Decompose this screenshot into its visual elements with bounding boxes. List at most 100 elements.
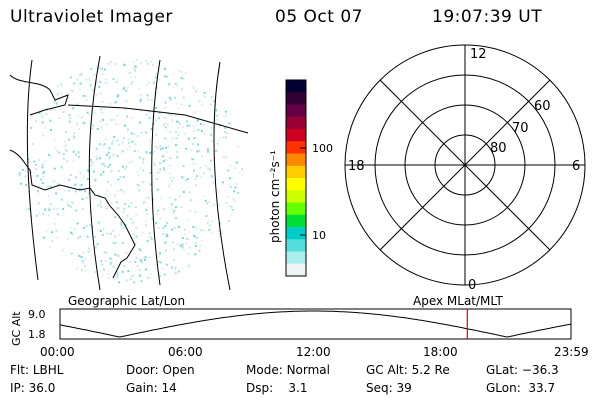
uv-pixel: [136, 150, 139, 153]
uv-pixel: [229, 164, 232, 167]
uv-pixel: [149, 60, 152, 63]
uv-pixel: [90, 161, 93, 164]
uv-pixel: [66, 237, 69, 240]
uv-pixel: [42, 213, 45, 216]
colorbar-stripe: [286, 251, 306, 265]
uv-pixel: [99, 201, 102, 204]
uv-pixel: [89, 249, 92, 252]
colorbar-tick-label: 10: [312, 229, 326, 242]
uv-pixel: [82, 94, 85, 97]
uv-pixel: [106, 82, 109, 84]
uv-pixel: [157, 188, 160, 191]
uv-pixel: [150, 99, 153, 102]
uv-pixel: [30, 170, 33, 173]
uv-pixel: [174, 131, 177, 133]
uv-pixel: [219, 222, 222, 225]
uv-pixel: [89, 84, 92, 87]
uv-pixel: [187, 252, 190, 255]
uv-pixel: [127, 128, 129, 131]
uv-pixel: [124, 224, 127, 226]
uv-pixel: [130, 82, 133, 85]
uv-pixel: [75, 267, 78, 270]
uv-pixel: [221, 232, 224, 235]
uv-pixel: [178, 225, 180, 228]
boundary-line: [67, 104, 249, 134]
uv-pixel: [77, 115, 80, 118]
uv-pixel: [74, 153, 77, 156]
uv-pixel: [172, 73, 175, 76]
uv-pixel: [138, 268, 141, 271]
uv-pixel: [150, 273, 153, 276]
uv-pixel: [41, 121, 44, 124]
uv-pixel: [58, 151, 61, 154]
uv-pixel: [28, 208, 31, 211]
uv-pixel: [107, 269, 110, 272]
uv-pixel: [164, 126, 167, 129]
uv-pixel: [192, 225, 195, 228]
uv-pixel: [105, 207, 108, 210]
uv-pixel: [62, 152, 65, 155]
uv-pixel: [105, 78, 108, 81]
uv-pixel: [74, 183, 77, 186]
uv-pixel: [196, 150, 199, 153]
uv-pixel: [79, 235, 82, 238]
uv-pixel: [44, 208, 47, 211]
uv-pixel: [172, 211, 175, 214]
uv-pixel: [146, 98, 149, 101]
uv-pixel: [139, 94, 142, 96]
uv-pixel: [134, 143, 137, 146]
uv-pixel: [165, 158, 168, 161]
uv-pixel: [100, 163, 103, 166]
uv-pixel: [159, 148, 162, 151]
uv-pixel: [126, 148, 129, 151]
uv-pixel: [164, 75, 167, 78]
uv-pixel: [85, 78, 88, 81]
uv-pixel: [169, 176, 172, 179]
uv-pixel: [187, 230, 190, 233]
uv-pixel: [139, 98, 142, 101]
colorbar-stripe: [286, 80, 306, 93]
uv-pixel: [184, 233, 187, 236]
uv-pixel: [159, 275, 162, 278]
uv-pixel: [63, 140, 66, 143]
uv-pixel: [118, 123, 121, 126]
altitude-x-tick-label: 12:00: [296, 345, 331, 359]
colorbar-stripe: [286, 227, 306, 240]
uv-pixel: [55, 237, 58, 239]
uv-pixel: [62, 157, 65, 160]
uv-pixel: [99, 81, 102, 83]
uv-pixel: [122, 211, 125, 214]
mlat-label-80: 80: [490, 141, 507, 156]
uv-pixel: [68, 120, 71, 123]
uv-pixel: [87, 250, 90, 253]
uv-pixel: [163, 241, 165, 244]
uv-pixel: [136, 59, 139, 61]
uv-pixel: [138, 274, 141, 277]
uv-pixel: [189, 124, 191, 127]
uv-pixel: [66, 160, 69, 163]
uv-pixel: [68, 178, 70, 181]
uv-pixel: [188, 104, 191, 107]
uv-pixel: [158, 117, 160, 120]
uv-pixel: [122, 226, 125, 229]
uv-pixel: [162, 160, 165, 163]
uv-pixel: [109, 163, 112, 166]
uv-pixel: [184, 242, 187, 245]
uv-pixel: [236, 161, 239, 164]
uv-pixel: [25, 208, 28, 211]
uv-pixel: [117, 178, 120, 181]
uv-pixel: [156, 177, 159, 180]
uv-pixel: [102, 118, 105, 121]
uv-pixel: [175, 206, 177, 209]
uv-pixel: [48, 209, 51, 212]
uv-pixel: [124, 202, 127, 205]
uv-pixel: [102, 163, 105, 166]
uv-pixel: [135, 227, 138, 230]
uv-pixel: [94, 178, 97, 181]
uv-pixel: [138, 87, 141, 90]
uv-pixel: [149, 151, 152, 154]
uv-pixel: [107, 166, 110, 168]
uv-pixel: [79, 172, 82, 175]
uv-pixel: [114, 101, 117, 104]
uv-pixel: [101, 263, 104, 266]
